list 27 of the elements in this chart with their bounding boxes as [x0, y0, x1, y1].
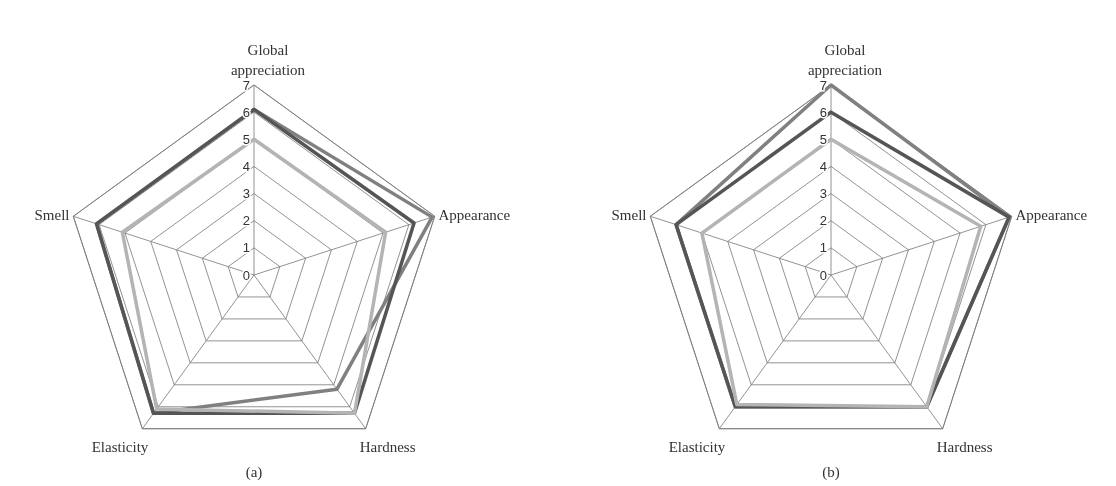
y-tick-label: 2: [819, 213, 827, 229]
y-tick-label: 7: [819, 77, 827, 93]
y-tick-label: 0: [819, 267, 827, 283]
y-tick-label: 6: [819, 104, 827, 120]
spoke-label: Appearance: [438, 207, 511, 224]
spoke-label: Hardness: [359, 438, 416, 455]
y-tick-label: 1: [242, 240, 250, 256]
y-tick-label: 3: [242, 186, 250, 202]
y-tick-label: 4: [242, 158, 250, 174]
spoke-label: Smell: [611, 207, 647, 224]
y-tick-label: 3: [819, 186, 827, 202]
spoke-label: Hardness: [936, 438, 993, 455]
y-tick-label: 2: [242, 213, 250, 229]
spoke-label: Elasticity: [91, 438, 149, 455]
y-tick-label: 0: [242, 267, 250, 283]
y-tick-label: 5: [819, 131, 827, 147]
y-tick-label: 4: [819, 158, 827, 174]
spoke-label: Appearance: [1015, 207, 1088, 224]
spoke-label: Elasticity: [668, 438, 726, 455]
y-tick-label: 5: [242, 131, 250, 147]
spoke-label: Global appreciation: [230, 42, 306, 78]
text: (b): [822, 463, 840, 481]
y-tick-label: 1: [819, 240, 827, 256]
text: (a): [245, 463, 263, 481]
spoke-label: Smell: [34, 207, 70, 224]
y-tick-label: 7: [242, 77, 250, 93]
spoke-label: Global appreciation: [807, 42, 883, 78]
